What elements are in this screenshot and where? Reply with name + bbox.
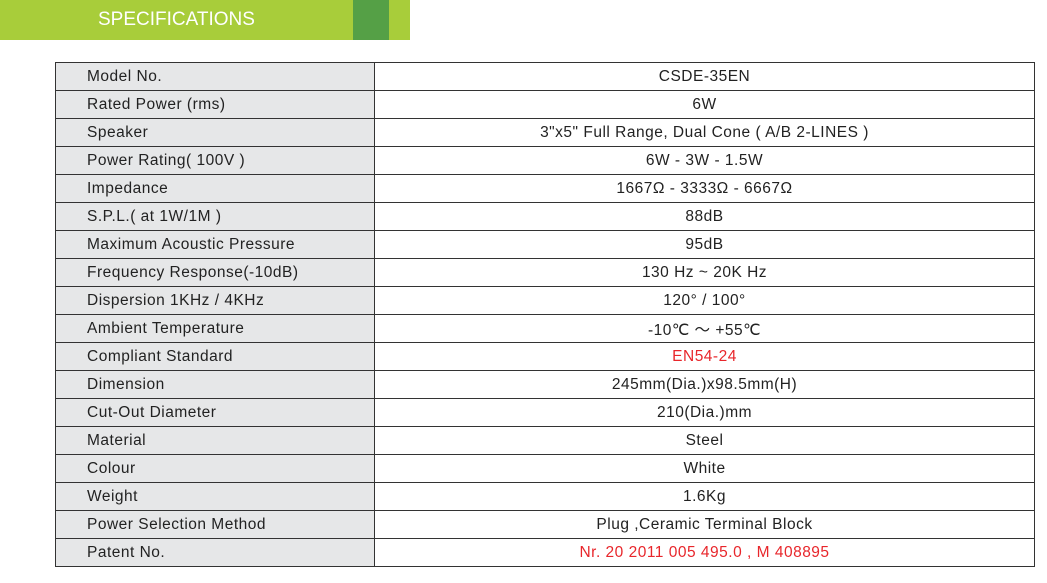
page-title: SPECIFICATIONS — [98, 9, 255, 30]
spec-value: 120° / 100° — [374, 286, 1035, 315]
table-row: Material Steel — [55, 426, 1035, 455]
spec-value: EN54-24 — [374, 342, 1035, 371]
spec-value: 6W — [374, 90, 1035, 119]
table-row: Model No. CSDE-35EN — [55, 62, 1035, 91]
table-row: Power Rating( 100V ) 6W - 3W - 1.5W — [55, 146, 1035, 175]
spec-value: 6W - 3W - 1.5W — [374, 146, 1035, 175]
spec-value: CSDE-35EN — [374, 62, 1035, 91]
specifications-table: Model No. CSDE-35EN Rated Power (rms) 6W Spe… — [55, 62, 1035, 567]
spec-label: Patent No. — [55, 538, 375, 567]
spec-value: 210(Dia.)mm — [374, 398, 1035, 427]
spec-label: Rated Power (rms) — [55, 90, 375, 119]
table-row: Compliant Standard EN54-24 — [55, 342, 1035, 371]
table-row: Colour White — [55, 454, 1035, 483]
spec-value: 1667Ω - 3333Ω - 6667Ω — [374, 174, 1035, 203]
specifications-banner: SPECIFICATIONS — [0, 0, 410, 40]
spec-value: Nr. 20 2011 005 495.0 , M 408895 — [374, 538, 1035, 567]
spec-value: 1.6Kg — [374, 482, 1035, 511]
spec-label: Colour — [55, 454, 375, 483]
spec-label: Maximum Acoustic Pressure — [55, 230, 375, 259]
spec-label: Frequency Response(-10dB) — [55, 258, 375, 287]
table-row: Speaker 3"x5" Full Range, Dual Cone ( A/B… — [55, 118, 1035, 147]
spec-label: Ambient Temperature — [55, 314, 375, 343]
spec-value: Plug ,Ceramic Terminal Block — [374, 510, 1035, 539]
spec-label: Speaker — [55, 118, 375, 147]
table-row: S.P.L.( at 1W/1M ) 88dB — [55, 202, 1035, 231]
table-row: Impedance 1667Ω - 3333Ω - 6667Ω — [55, 174, 1035, 203]
table-row: Frequency Response(-10dB) 130 Hz ~ 20K Hz — [55, 258, 1035, 287]
spec-value: 3"x5" Full Range, Dual Cone ( A/B 2-LINE… — [374, 118, 1035, 147]
spec-label: Weight — [55, 482, 375, 511]
spec-label: Cut-Out Diameter — [55, 398, 375, 427]
spec-label: Compliant Standard — [55, 342, 375, 371]
banner-accent-square — [353, 0, 389, 40]
spec-label: Power Selection Method — [55, 510, 375, 539]
table-row: Weight 1.6Kg — [55, 482, 1035, 511]
spec-value: 130 Hz ~ 20K Hz — [374, 258, 1035, 287]
spec-label: S.P.L.( at 1W/1M ) — [55, 202, 375, 231]
spec-label: Material — [55, 426, 375, 455]
table-row: Rated Power (rms) 6W — [55, 90, 1035, 119]
spec-label: Model No. — [55, 62, 375, 91]
spec-value: White — [374, 454, 1035, 483]
spec-value: Steel — [374, 426, 1035, 455]
table-row: Dispersion 1KHz / 4KHz 120° / 100° — [55, 286, 1035, 315]
spec-value: 95dB — [374, 230, 1035, 259]
table-row: Power Selection Method Plug ,Ceramic Term… — [55, 510, 1035, 539]
spec-value: 88dB — [374, 202, 1035, 231]
table-row: Cut-Out Diameter 210(Dia.)mm — [55, 398, 1035, 427]
spec-value: 245mm(Dia.)x98.5mm(H) — [374, 370, 1035, 399]
spec-label: Power Rating( 100V ) — [55, 146, 375, 175]
table-row: Maximum Acoustic Pressure 95dB — [55, 230, 1035, 259]
spec-label: Dispersion 1KHz / 4KHz — [55, 286, 375, 315]
spec-label: Impedance — [55, 174, 375, 203]
spec-value: -10℃ ～ +55℃ — [374, 314, 1035, 343]
spec-label: Dimension — [55, 370, 375, 399]
table-row: Patent No. Nr. 20 2011 005 495.0 , M 4088… — [55, 538, 1035, 567]
table-row: Ambient Temperature -10℃ ～ +55℃ — [55, 314, 1035, 343]
table-row: Dimension 245mm(Dia.)x98.5mm(H) — [55, 370, 1035, 399]
